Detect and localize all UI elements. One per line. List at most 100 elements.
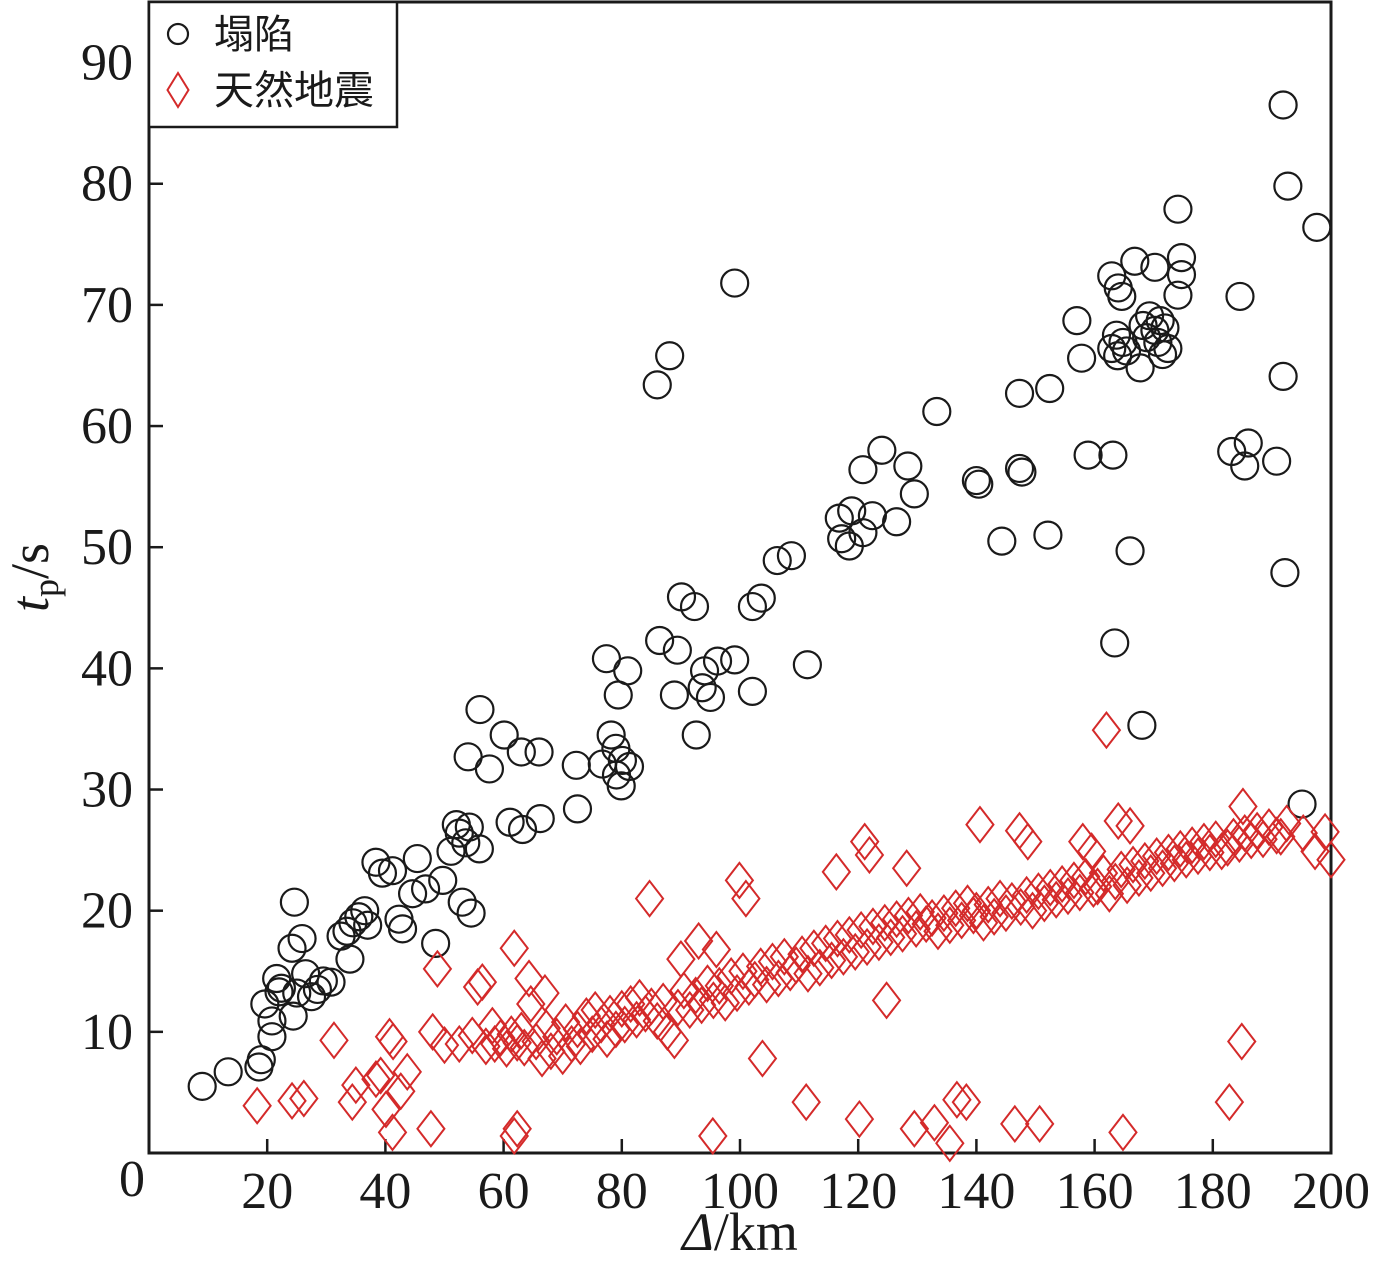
data-point-circle [332,916,362,946]
data-point-diamond [893,896,924,935]
data-point-diamond [1147,849,1178,888]
data-point-diamond [1159,844,1190,883]
data-point-diamond [1103,801,1134,841]
data-point-diamond [392,1052,423,1091]
data-point-circle [421,928,451,958]
data-point-diamond [1047,864,1077,904]
data-point-diamond [846,910,876,950]
data-point-circle [1100,628,1130,658]
data-point-circle [456,898,486,928]
data-point-circle [614,751,645,782]
data-point-diamond [1004,811,1035,850]
data-point-diamond [675,990,705,1030]
data-point-diamond [834,915,865,955]
legend-box [147,0,399,129]
data-point-diamond [1124,858,1154,898]
data-point-diamond [1023,872,1054,911]
data-point-diamond [870,903,900,942]
legend-label-natural-earthquake: 天然地震 [214,68,374,113]
data-point-circle [1233,428,1263,458]
data-point-circle [1166,260,1197,290]
x-tick-label: 160 [1056,1163,1134,1220]
data-point-circle [613,656,643,686]
data-point-diamond [289,1079,319,1118]
data-point-diamond [1206,832,1237,871]
data-point-diamond [1141,837,1172,876]
data-point-circle [848,455,878,485]
data-point-diamond [1076,832,1107,871]
data-point-circle [720,268,750,298]
data-point-circle [302,974,333,1005]
data-point-circle [1163,194,1193,224]
data-point-circle [857,501,887,531]
data-point-circle [762,545,792,576]
data-point-diamond [341,1066,371,1105]
data-point-circle [642,370,672,400]
data-point-diamond [1316,840,1346,879]
data-point-circle [893,451,923,481]
data-point-diamond [1011,875,1042,915]
data-point-diamond [724,861,755,900]
x-tick-label: 20 [241,1163,293,1220]
data-point-diamond [757,942,788,981]
data-point-diamond [547,1036,578,1076]
data-point-circle [316,967,346,997]
data-point-diamond [1271,804,1302,843]
data-point-diamond [1195,833,1225,872]
data-point-circle [792,650,822,680]
x-tick-label: 180 [1174,1163,1252,1220]
data-point-circle [899,479,929,509]
data-point-circle [1097,333,1127,364]
data-point-circle [428,865,458,895]
data-point-diamond [1212,828,1243,867]
data-point-diamond [1115,806,1145,846]
data-point-circle [282,978,312,1008]
data-point-circle [1268,361,1298,391]
data-point-diamond [821,852,852,892]
data-point-circle [1127,710,1157,740]
data-point-circle [1166,243,1197,273]
data-point-diamond [1130,841,1160,881]
data-point-diamond [1013,822,1043,861]
data-point-diamond [1065,873,1095,912]
data-point-diamond [1214,1082,1245,1122]
data-point-diamond [374,1017,405,1056]
data-point-diamond [1053,877,1083,916]
data-point-diamond [621,1000,652,1039]
data-point-diamond [965,805,995,844]
data-point-diamond [1189,822,1219,861]
data-point-diamond [917,898,947,938]
data-point-circle [377,856,408,886]
data-point-diamond [828,937,859,976]
data-point-circle [591,644,622,674]
x-tick-label: 140 [937,1163,1015,1220]
data-point-circle [776,541,807,571]
data-point-circle [606,771,636,801]
data-point-diamond [565,1027,596,1066]
data-point-diamond [822,919,853,958]
data-point-circle [213,1057,243,1087]
data-point-diamond [242,1086,272,1125]
data-point-diamond [864,923,894,962]
data-point-diamond [377,1113,408,1152]
data-point-diamond [899,1109,930,1148]
data-point-circle [524,737,554,767]
data-point-circle [1270,558,1300,588]
data-point-diamond [952,884,983,923]
data-point-circle [506,737,536,767]
data-point-diamond [961,891,992,930]
data-point-circle [402,843,432,874]
data-point-diamond [849,822,880,861]
data-point-diamond [1108,1113,1138,1152]
data-point-diamond [514,959,544,998]
data-point-diamond [698,981,729,1020]
data-point-diamond [942,1080,972,1119]
origin-tick-label: 0 [119,1151,145,1208]
data-point-diamond [1035,868,1066,907]
y-tick-label: 90 [81,35,133,92]
data-point-circle [436,836,466,866]
data-point-diamond [1177,826,1207,865]
data-point-diamond [919,1103,950,1142]
data-point-diamond [946,901,977,940]
